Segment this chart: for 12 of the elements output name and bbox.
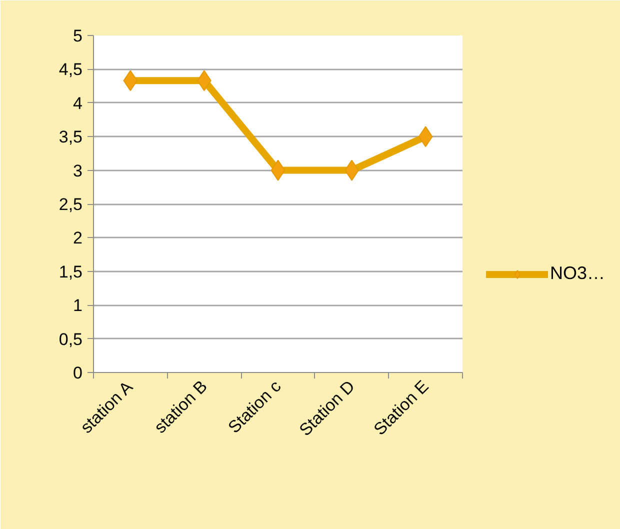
y-tick-label: 5 (73, 26, 83, 46)
y-tick-label: 0,5 (58, 330, 83, 349)
legend-label: NO3… (550, 263, 606, 284)
y-tick-label: 3 (73, 161, 83, 180)
y-tick-label: 1,5 (58, 262, 83, 282)
y-tick-label: 4,5 (58, 60, 83, 80)
y-tick-label: 2 (73, 228, 83, 248)
y-tick-label: 0 (73, 364, 83, 382)
y-tick-label: 4 (73, 94, 83, 113)
y-tick-label: 2,5 (58, 195, 83, 214)
y-tick-label: 3,5 (58, 128, 83, 147)
y-tick-label: 1 (73, 296, 83, 316)
